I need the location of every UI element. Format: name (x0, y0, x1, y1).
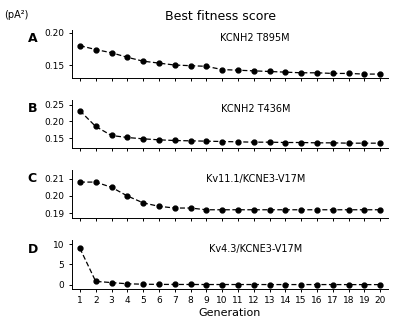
Text: Kv11.1/KCNE3-V17M: Kv11.1/KCNE3-V17M (206, 174, 305, 184)
Text: Best fitness score: Best fitness score (164, 10, 276, 23)
Text: D: D (28, 243, 38, 256)
Text: (pA²): (pA²) (4, 10, 28, 20)
Text: C: C (28, 173, 37, 185)
Text: KCNH2 T436M: KCNH2 T436M (220, 104, 290, 113)
Text: A: A (28, 32, 37, 45)
Text: B: B (28, 102, 37, 115)
Text: KCNH2 T895M: KCNH2 T895M (220, 33, 290, 43)
Text: Kv4.3/KCNE3-V17M: Kv4.3/KCNE3-V17M (209, 244, 302, 254)
X-axis label: Generation: Generation (199, 308, 261, 318)
